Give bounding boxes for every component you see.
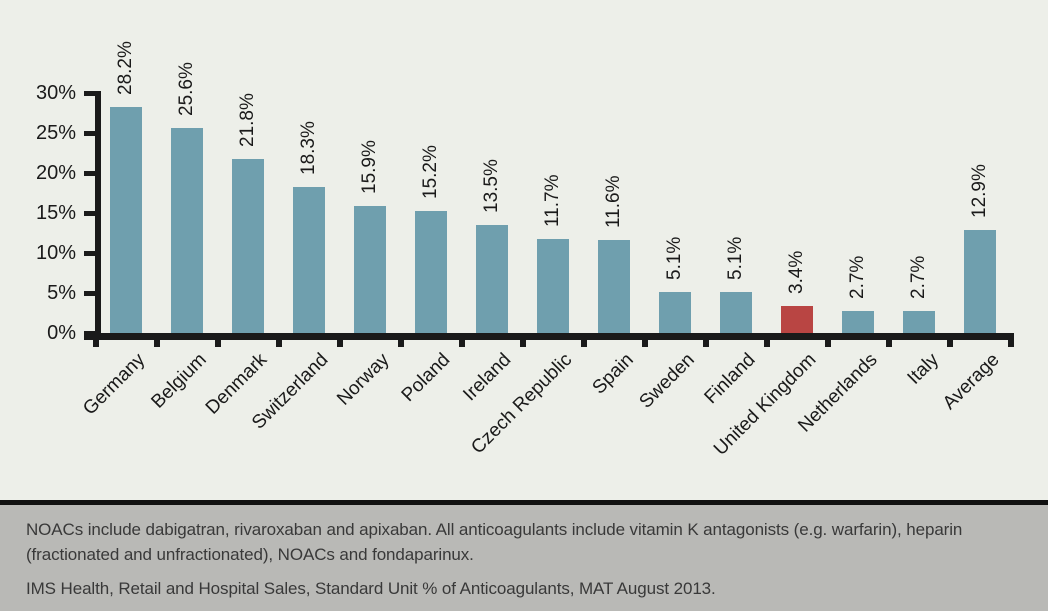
y-axis-tick-label: 0% <box>47 322 76 344</box>
category-label-spain: Spain <box>588 349 638 399</box>
bar-value-label-sweden: 5.1% <box>664 236 685 281</box>
footnote-text: NOACs include dabigatran, rivaroxaban an… <box>26 520 963 564</box>
category-label-ireland: Ireland <box>459 349 516 406</box>
x-axis-line <box>84 333 1014 340</box>
bar-value-label-belgium: 25.6% <box>176 62 197 117</box>
bar-netherlands <box>841 311 874 333</box>
y-axis-tick-label: 10% <box>35 242 76 264</box>
bar-value-label-poland: 15.2% <box>420 145 441 200</box>
bar-united-kingdom <box>780 305 813 333</box>
x-axis-tick <box>520 340 526 347</box>
bar-finland <box>719 292 752 333</box>
x-axis-tick <box>398 340 404 347</box>
bar-switzerland <box>292 186 325 333</box>
bar-value-label-ireland: 13.5% <box>481 159 502 213</box>
category-label-germany: Germany <box>79 349 150 420</box>
x-axis-tick <box>703 340 709 347</box>
y-axis-tick <box>84 211 101 216</box>
bar-value-label-netherlands: 2.7% <box>847 256 868 300</box>
y-axis-tick <box>84 291 101 296</box>
y-axis-tick <box>84 131 101 136</box>
bar-belgium <box>170 128 203 333</box>
bar-value-label-spain: 11.6% <box>603 175 624 229</box>
bar-poland <box>414 211 447 333</box>
bar-czech-republic <box>536 239 569 333</box>
x-axis-tick <box>93 340 99 347</box>
source-text: IMS Health, Retail and Hospital Sales, S… <box>26 579 716 598</box>
bar-denmark <box>231 158 264 333</box>
y-axis-line <box>95 93 101 340</box>
x-axis-tick <box>764 340 770 347</box>
x-axis-tick <box>337 340 343 347</box>
category-label-poland: Poland <box>397 349 455 406</box>
category-label-finland: Finland <box>700 349 760 409</box>
bar-average <box>963 229 996 333</box>
category-label-sweden: Sweden <box>635 349 699 413</box>
bar-germany <box>109 107 142 333</box>
bar-spain <box>597 240 630 333</box>
y-axis-tick <box>84 91 101 96</box>
y-axis-tick <box>84 171 101 176</box>
category-label-norway: Norway <box>333 349 394 410</box>
x-axis-tick <box>276 340 282 347</box>
bar-value-label-switzerland: 18.3% <box>298 120 319 175</box>
bar-value-label-norway: 15.9% <box>359 139 380 194</box>
x-axis-tick <box>642 340 648 347</box>
y-axis-tick-label: 25% <box>35 122 76 144</box>
category-label-italy: Italy <box>903 349 943 389</box>
x-axis-tick <box>154 340 160 347</box>
bar-value-label-average: 12.9% <box>969 163 990 218</box>
footnote-section: NOACs include dabigatran, rivaroxaban an… <box>0 500 1048 611</box>
x-axis-tick <box>886 340 892 347</box>
x-axis-tick <box>459 340 465 347</box>
y-axis-tick-label: 20% <box>35 162 76 184</box>
bar-value-label-denmark: 21.8% <box>237 92 258 147</box>
bar-italy <box>902 311 935 333</box>
anticoagulant-bar-chart: 0% 5% 10% 15% 20% 25% 30% 28.2% Germany 25.6% Belg… <box>35 41 1014 460</box>
x-axis-tick <box>947 340 953 347</box>
bar-ireland <box>475 225 508 333</box>
x-axis-tick <box>825 340 831 347</box>
y-axis-tick-label: 15% <box>35 202 76 224</box>
bar-norway <box>353 205 386 333</box>
bar-value-label-czech-republic: 11.7% <box>542 174 563 228</box>
y-axis-tick-label: 5% <box>47 282 76 304</box>
y-axis-tick-label: 30% <box>35 82 76 104</box>
plot-area: 0% 5% 10% 15% 20% 25% 30% 28.2% Germany 25.6% Belg… <box>35 41 1014 460</box>
bar-value-label-italy: 2.7% <box>908 256 929 300</box>
x-axis-tick <box>1008 340 1014 347</box>
y-axis-tick <box>84 251 101 256</box>
bar-value-label-finland: 5.1% <box>725 236 746 281</box>
bar-sweden <box>658 292 691 333</box>
x-axis-tick <box>215 340 221 347</box>
x-axis-tick <box>581 340 587 347</box>
bar-value-label-germany: 28.2% <box>115 41 136 96</box>
category-label-average: Average <box>938 349 1004 414</box>
bar-value-label-united-kingdom: 3.4% <box>786 250 807 294</box>
